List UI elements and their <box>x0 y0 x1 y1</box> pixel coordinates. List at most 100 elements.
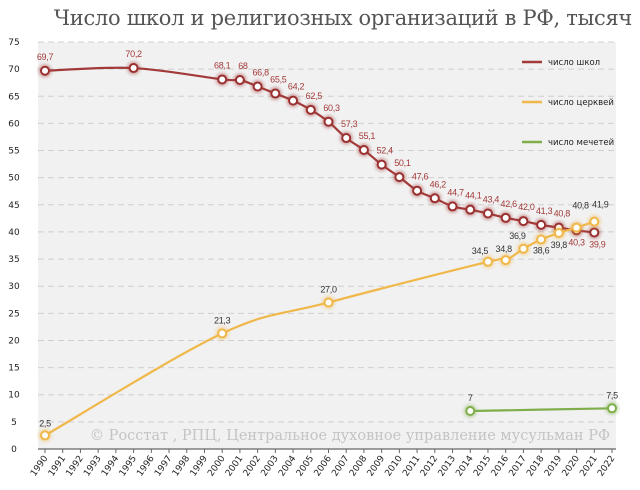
y-tick-label: 40 <box>8 228 20 238</box>
x-tick-label: 2011 <box>401 454 422 478</box>
data-label: 42,0 <box>518 202 535 212</box>
data-point <box>607 403 617 414</box>
data-label: 36,9 <box>509 231 526 241</box>
data-point <box>482 208 493 219</box>
y-tick-label: 30 <box>8 282 20 292</box>
data-point <box>589 216 600 227</box>
x-tick-label: 2007 <box>330 454 351 478</box>
x-tick-label: 2015 <box>472 454 493 478</box>
x-tick-label: 1999 <box>189 454 210 479</box>
series-3: 7 7,5 <box>463 390 619 418</box>
data-label: 40,3 <box>568 237 585 247</box>
data-label: 52,4 <box>376 146 393 156</box>
x-tick-label: 1993 <box>82 454 103 478</box>
data-label: 47,6 <box>412 172 429 182</box>
data-point <box>429 193 440 204</box>
y-tick-label: 55 <box>8 147 19 157</box>
x-tick-label: 2009 <box>366 454 387 479</box>
x-tick-label: 1997 <box>153 454 174 478</box>
data-point <box>305 104 316 115</box>
x-tick-label: 2006 <box>313 454 334 479</box>
data-label: 65,5 <box>270 75 287 85</box>
data-label: 44,1 <box>465 191 482 201</box>
data-point <box>536 219 547 230</box>
x-tick-label: 2008 <box>348 454 369 479</box>
legend-label: число мечетей <box>548 138 614 148</box>
y-tick-label: 25 <box>8 309 19 319</box>
series-line <box>470 407 613 413</box>
y-tick-label: 15 <box>8 364 19 374</box>
data-point <box>465 204 476 215</box>
data-label: 40,8 <box>554 209 571 219</box>
data-label: 34,5 <box>472 246 489 256</box>
y-tick-label: 45 <box>8 201 19 211</box>
y-tick-label: 10 <box>8 391 20 401</box>
x-tick-label: 2003 <box>259 454 280 478</box>
y-tick-label: 5 <box>11 418 17 428</box>
data-label: 68,1 <box>214 60 231 70</box>
x-tick-label: 2019 <box>543 454 564 479</box>
x-tick-label: 2002 <box>242 454 263 478</box>
data-label: 39,9 <box>589 239 606 249</box>
x-tick-label: 2021 <box>578 454 599 478</box>
y-tick-label: 35 <box>8 255 19 265</box>
data-point <box>536 234 547 245</box>
data-point <box>482 256 493 267</box>
legend-label: число школ <box>548 58 600 68</box>
data-point <box>358 144 369 155</box>
x-tick-label: 2016 <box>490 454 511 479</box>
y-tick-label: 60 <box>8 119 20 129</box>
data-point <box>323 297 334 308</box>
legend-item: число мечетей <box>522 138 614 148</box>
data-point <box>376 159 387 170</box>
data-point <box>128 63 139 74</box>
data-point <box>465 406 476 417</box>
data-label: 40,8 <box>572 201 589 211</box>
data-label: 7,5 <box>606 390 618 400</box>
series-2: 2,521,327,034,5 34,836,938,639,840,8 41,9 <box>38 200 609 442</box>
data-label: 60,3 <box>323 103 340 113</box>
data-point <box>323 116 334 127</box>
data-point <box>217 74 228 85</box>
data-label: 57,3 <box>341 119 358 129</box>
y-tick-label: 0 <box>11 445 17 455</box>
data-label: 2,5 <box>39 418 51 428</box>
data-point <box>518 216 529 227</box>
data-label: 7 <box>468 393 473 403</box>
data-point <box>270 88 281 99</box>
data-label: 70,2 <box>125 49 142 59</box>
x-tick-label: 1994 <box>100 454 121 479</box>
x-tick-label: 2014 <box>454 454 475 479</box>
data-label: 34,8 <box>496 244 513 254</box>
source-note: © Росстат , РПЦ, Центральное духовное уп… <box>90 428 610 444</box>
x-tick-label: 2010 <box>384 454 405 479</box>
data-point <box>500 212 511 223</box>
legend-label: число церквей <box>548 98 614 108</box>
data-point <box>217 328 228 339</box>
x-tick-label: 2018 <box>525 454 546 479</box>
data-label: 68 <box>238 61 248 71</box>
x-tick-label: 2013 <box>437 454 458 478</box>
data-label: 21,3 <box>214 315 231 325</box>
data-label: 66,8 <box>252 67 269 77</box>
x-tick-label: 1996 <box>135 454 156 479</box>
data-label: 42,6 <box>501 199 518 209</box>
data-label: 46,2 <box>430 179 447 189</box>
data-label: 38,6 <box>533 246 550 256</box>
data-point <box>40 430 50 441</box>
data-label: 44,7 <box>447 187 464 197</box>
data-point <box>394 172 405 183</box>
x-tick-label: 1992 <box>65 454 86 478</box>
data-label: 69,7 <box>37 52 54 62</box>
legend-item: число школ <box>522 58 600 68</box>
data-label: 41,9 <box>592 200 609 210</box>
y-tick-label: 65 <box>8 92 19 102</box>
data-point <box>447 201 458 212</box>
y-tick-label: 75 <box>8 38 19 48</box>
data-point <box>500 255 511 266</box>
data-point <box>518 243 529 254</box>
data-point <box>288 95 299 106</box>
data-point <box>252 81 263 92</box>
series-1: 69,7 70,2 68,1 68 66,865,564,262,560,357,355… <box>37 49 606 249</box>
